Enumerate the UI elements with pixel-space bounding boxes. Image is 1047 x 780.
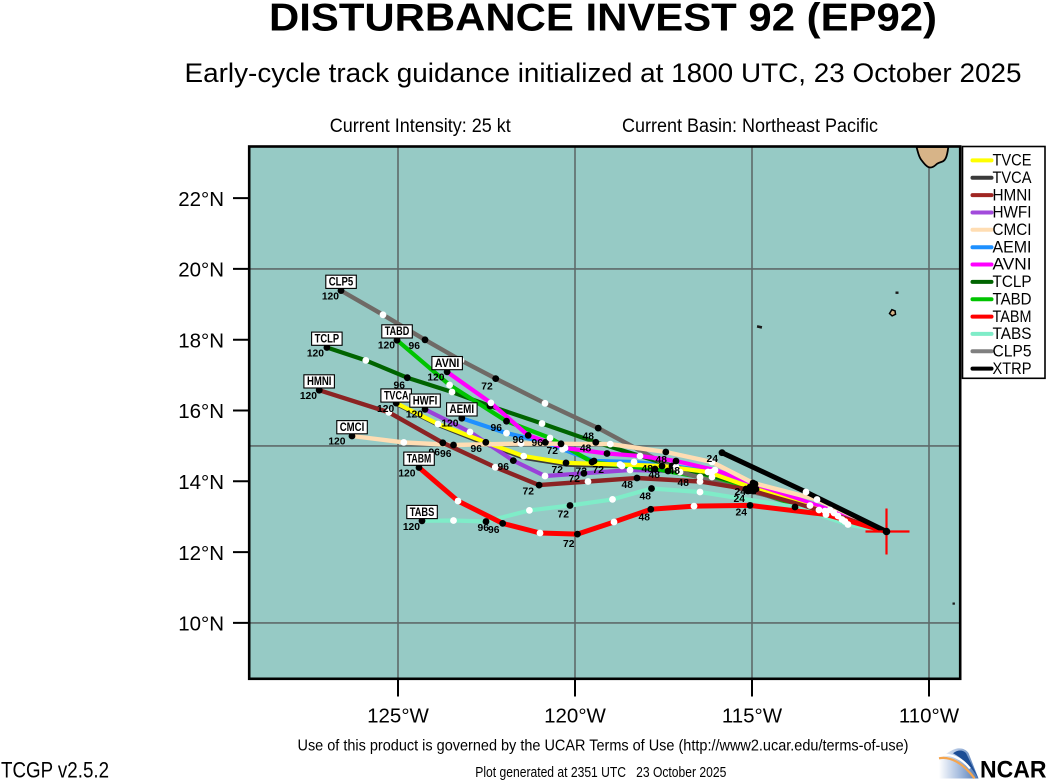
svg-text:Current Basin: Northeast Pacif: Current Basin: Northeast Pacific (622, 116, 878, 137)
svg-text:TCLP: TCLP (315, 332, 340, 346)
svg-text:CMCI: CMCI (340, 420, 365, 434)
svg-text:96: 96 (409, 341, 421, 352)
svg-text:96: 96 (440, 449, 452, 460)
svg-text:72: 72 (593, 465, 605, 476)
svg-text:120: 120 (398, 469, 415, 480)
svg-text:AVNI: AVNI (435, 356, 460, 370)
svg-text:TABM: TABM (993, 308, 1032, 326)
svg-text:22°N: 22°N (178, 188, 224, 211)
svg-text:10°N: 10°N (178, 613, 224, 636)
svg-text:72: 72 (576, 466, 588, 477)
svg-text:HWFI: HWFI (413, 393, 438, 407)
svg-text:TCLP: TCLP (993, 273, 1032, 291)
svg-text:48: 48 (649, 470, 661, 481)
svg-text:48: 48 (678, 478, 690, 489)
svg-text:120: 120 (378, 341, 395, 352)
svg-text:Plot generated at 2351 UTC 2: Plot generated at 2351 UTC 23 October 20… (475, 764, 726, 780)
svg-text:14°N: 14°N (178, 471, 224, 494)
svg-text:12°N: 12°N (178, 542, 224, 565)
svg-text:24: 24 (734, 494, 746, 505)
svg-text:120: 120 (406, 410, 423, 421)
svg-text:AVNI: AVNI (993, 256, 1032, 274)
svg-text:120: 120 (403, 522, 420, 533)
svg-text:120: 120 (377, 404, 394, 415)
svg-text:AEMI: AEMI (450, 402, 475, 416)
svg-text:Early-cycle track guidance ini: Early-cycle track guidance initialized a… (185, 58, 1022, 88)
svg-text:120: 120 (441, 419, 458, 430)
svg-text:48: 48 (580, 444, 592, 455)
svg-text:XTRP: XTRP (993, 360, 1032, 378)
svg-text:120: 120 (427, 373, 444, 384)
svg-text:16°N: 16°N (178, 400, 224, 423)
svg-text:120: 120 (300, 391, 317, 402)
svg-text:48: 48 (669, 466, 681, 477)
svg-text:CMCI: CMCI (993, 221, 1032, 239)
svg-text:AEMI: AEMI (993, 238, 1032, 256)
svg-text:120: 120 (328, 437, 345, 448)
svg-text:TABD: TABD (993, 290, 1032, 308)
svg-text:96: 96 (513, 435, 525, 446)
svg-text:115°W: 115°W (722, 704, 783, 727)
svg-text:120: 120 (322, 292, 339, 303)
svg-text:125°W: 125°W (367, 704, 429, 727)
svg-text:TCGP v2.5.2: TCGP v2.5.2 (1, 758, 109, 780)
svg-text:TABS: TABS (993, 325, 1032, 343)
svg-text:120: 120 (307, 349, 324, 360)
svg-text:96: 96 (394, 381, 406, 392)
svg-text:TVCE: TVCE (993, 152, 1032, 170)
svg-text:48: 48 (642, 464, 654, 475)
svg-text:TABM: TABM (407, 452, 432, 466)
svg-text:48: 48 (622, 480, 634, 491)
svg-text:24: 24 (736, 508, 748, 519)
svg-text:110°W: 110°W (899, 704, 960, 727)
svg-text:DISTURBANCE INVEST 92 (EP92): DISTURBANCE INVEST 92 (EP92) (269, 0, 937, 40)
svg-text:24: 24 (746, 486, 758, 497)
svg-text:18°N: 18°N (178, 329, 224, 352)
svg-text:72: 72 (563, 539, 575, 550)
svg-text:96: 96 (532, 438, 544, 449)
svg-text:CLP5: CLP5 (329, 275, 354, 289)
svg-text:20°N: 20°N (178, 259, 224, 282)
svg-text:TVCA: TVCA (993, 169, 1032, 187)
svg-text:96: 96 (488, 525, 500, 536)
svg-text:72: 72 (481, 382, 493, 393)
svg-text:72: 72 (547, 446, 559, 457)
svg-text:HWFI: HWFI (993, 204, 1032, 222)
svg-text:TVCA: TVCA (384, 388, 409, 402)
svg-text:96: 96 (471, 444, 483, 455)
svg-text:TABS: TABS (410, 505, 435, 519)
svg-text:48: 48 (640, 492, 652, 503)
svg-text:TABD: TABD (385, 324, 410, 338)
svg-text:96: 96 (478, 523, 490, 534)
svg-text:120°W: 120°W (544, 704, 606, 727)
svg-text:48: 48 (656, 455, 668, 466)
svg-text:HMNI: HMNI (993, 186, 1032, 204)
svg-text:Use of this product is governe: Use of this product is governed by the U… (298, 738, 909, 755)
svg-text:HMNI: HMNI (307, 374, 332, 388)
svg-text:72: 72 (558, 510, 570, 521)
svg-text:96: 96 (498, 462, 510, 473)
svg-text:NCAR: NCAR (980, 757, 1047, 780)
svg-text:72: 72 (569, 474, 581, 485)
svg-text:48: 48 (583, 432, 595, 443)
svg-text:48: 48 (639, 513, 651, 524)
svg-text:Current Intensity: 25 kt: Current Intensity: 25 kt (330, 116, 512, 137)
svg-text:72: 72 (523, 487, 535, 498)
svg-text:24: 24 (735, 487, 747, 498)
svg-text:72: 72 (552, 465, 564, 476)
svg-text:24: 24 (707, 454, 719, 465)
svg-text:CLP5: CLP5 (993, 342, 1032, 360)
svg-text:96: 96 (491, 423, 503, 434)
